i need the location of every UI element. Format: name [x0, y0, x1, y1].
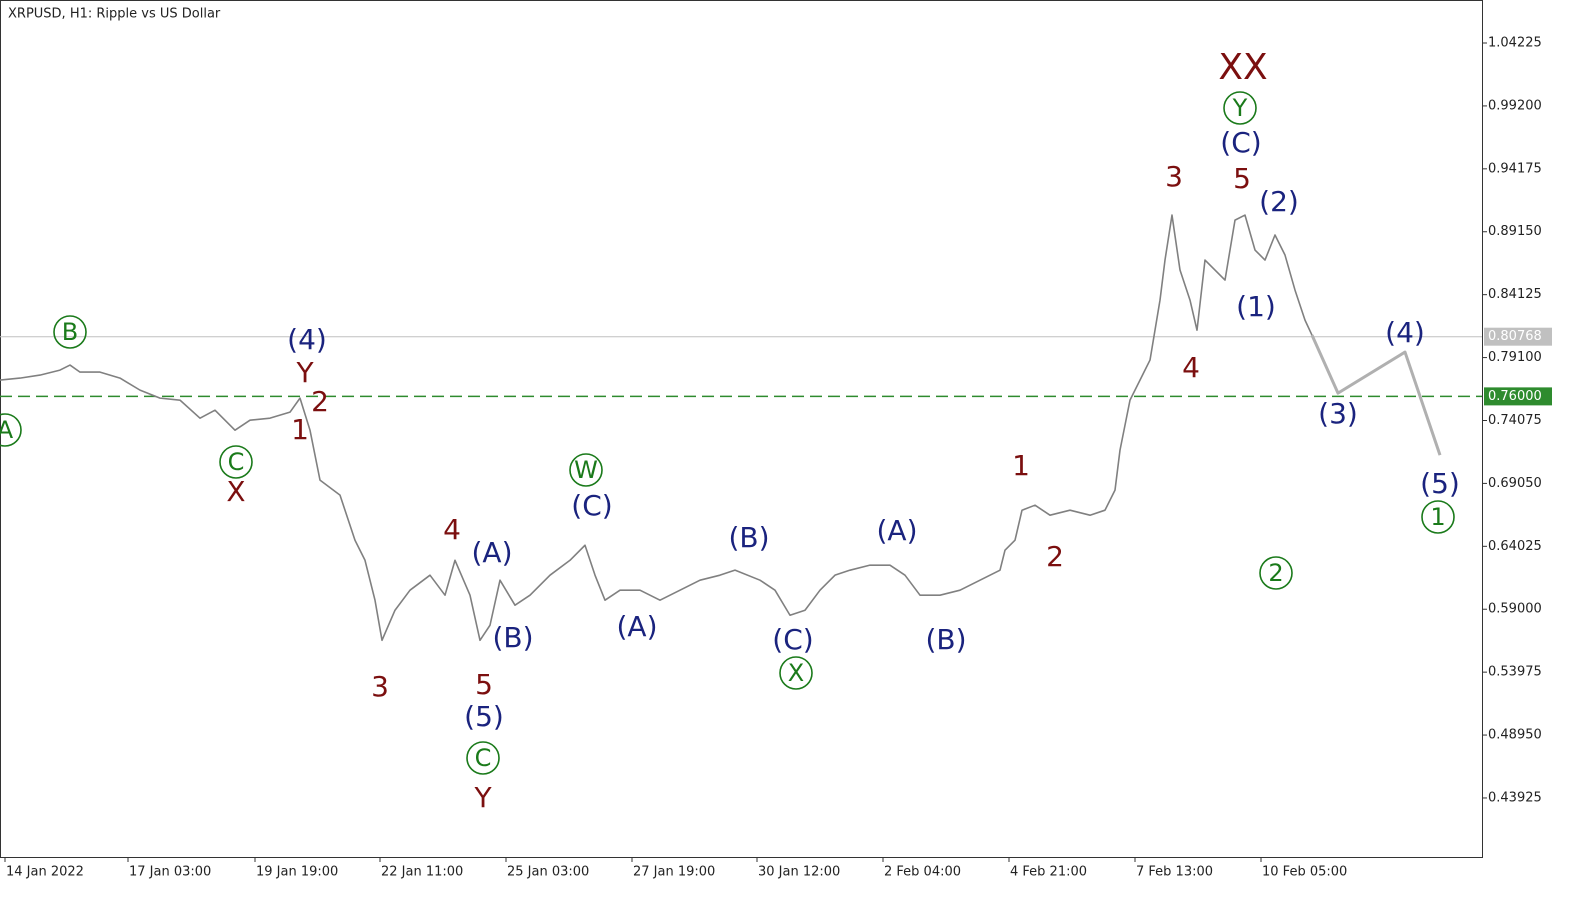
wave-label: (5): [1420, 467, 1460, 500]
x-tick-label: 4 Feb 21:00: [1010, 865, 1087, 880]
y-tick-label: 0.94175: [1488, 161, 1542, 176]
wave-label: 1: [291, 413, 309, 446]
wave-label: X: [226, 475, 245, 508]
y-tick-label: 1.04225: [1488, 36, 1542, 51]
wave-label: (1): [1236, 290, 1276, 323]
y-tick-label: 0.99200: [1488, 98, 1542, 113]
wave-label: (A): [876, 514, 917, 547]
wave-label: (2): [1259, 185, 1299, 218]
wave-label: 3: [1165, 160, 1183, 193]
wave-label: B: [62, 318, 78, 346]
wave-label: (B): [492, 621, 533, 654]
wave-label: 1: [1430, 503, 1445, 531]
y-tick-label: 0.69050: [1488, 476, 1542, 491]
x-tick-label: 25 Jan 03:00: [507, 865, 589, 880]
y-tick-label: 0.89150: [1488, 224, 1542, 239]
wave-label: (B): [728, 521, 769, 554]
wave-label: XX: [1218, 47, 1267, 88]
y-tick-label: 0.59000: [1488, 602, 1542, 617]
x-tick-label: 7 Feb 13:00: [1136, 865, 1213, 880]
y-tick-label: 0.79100: [1488, 350, 1542, 365]
wave-label: C: [475, 744, 492, 772]
wave-circle: [0, 413, 22, 447]
wave-label: (C): [571, 489, 612, 522]
y-tick-label: 0.48950: [1488, 728, 1542, 743]
y-tick-label: 0.53975: [1488, 665, 1542, 680]
price-tag: [1484, 387, 1552, 406]
wave-circle: [1421, 500, 1455, 534]
plot-frame: [0, 0, 1483, 858]
y-tick-label: 0.64025: [1488, 539, 1542, 554]
wave-circle: [466, 741, 500, 775]
wave-label: 5: [1233, 162, 1251, 195]
wave-label: C: [228, 448, 245, 476]
wave-label: (4): [287, 323, 327, 356]
x-tick-label: 27 Jan 19:00: [633, 865, 715, 880]
price-tag-label: 0.80768: [1488, 329, 1542, 344]
wave-label: (C): [772, 623, 813, 656]
wave-label: W: [574, 456, 598, 484]
wave-circle: [53, 315, 87, 349]
price-tag: [1484, 327, 1552, 346]
wave-label: 4: [1182, 351, 1200, 384]
wave-label: A: [0, 416, 14, 444]
wave-label: 2: [311, 385, 329, 418]
y-tick-label: 0.84125: [1488, 287, 1542, 302]
wave-label: Y: [295, 356, 314, 389]
chart-title: XRPUSD, H1: Ripple vs US Dollar: [8, 7, 221, 22]
y-tick-label: 0.43925: [1488, 790, 1542, 805]
wave-label: (A): [471, 536, 512, 569]
y-tick-label: 0.74075: [1488, 413, 1542, 428]
wave-label: X: [788, 659, 804, 687]
wave-label: 5: [475, 668, 493, 701]
wave-label: 2: [1046, 540, 1064, 573]
price-line: [0, 214, 1313, 642]
wave-label: (B): [925, 623, 966, 656]
wave-circle: [219, 445, 253, 479]
wave-label: (4): [1385, 316, 1425, 349]
x-tick-label: 17 Jan 03:00: [129, 865, 211, 880]
x-tick-label: 14 Jan 2022: [6, 865, 84, 880]
wave-label: Y: [473, 781, 492, 814]
wave-label: (C): [1220, 126, 1261, 159]
x-tick-label: 19 Jan 19:00: [256, 865, 338, 880]
x-tick-label: 10 Feb 05:00: [1262, 865, 1347, 880]
wave-label: (3): [1318, 397, 1358, 430]
wave-label: 1: [1012, 449, 1030, 482]
wave-circle: [779, 656, 813, 690]
x-tick-label: 30 Jan 12:00: [758, 865, 840, 880]
wave-circle: [1259, 556, 1293, 590]
wave-label: (A): [616, 610, 657, 643]
wave-label: Y: [1232, 94, 1248, 122]
forecast-line: [1310, 334, 1442, 456]
wave-label: 4: [443, 513, 461, 546]
wave-label: 3: [371, 670, 389, 703]
wave-circle: [569, 453, 603, 487]
wave-label: (5): [464, 700, 504, 733]
wave-label: 2: [1268, 559, 1283, 587]
wave-circle: [1223, 91, 1257, 125]
x-tick-label: 2 Feb 04:00: [884, 865, 961, 880]
price-tag-label: 0.76000: [1488, 389, 1542, 404]
x-tick-label: 22 Jan 11:00: [381, 865, 463, 880]
